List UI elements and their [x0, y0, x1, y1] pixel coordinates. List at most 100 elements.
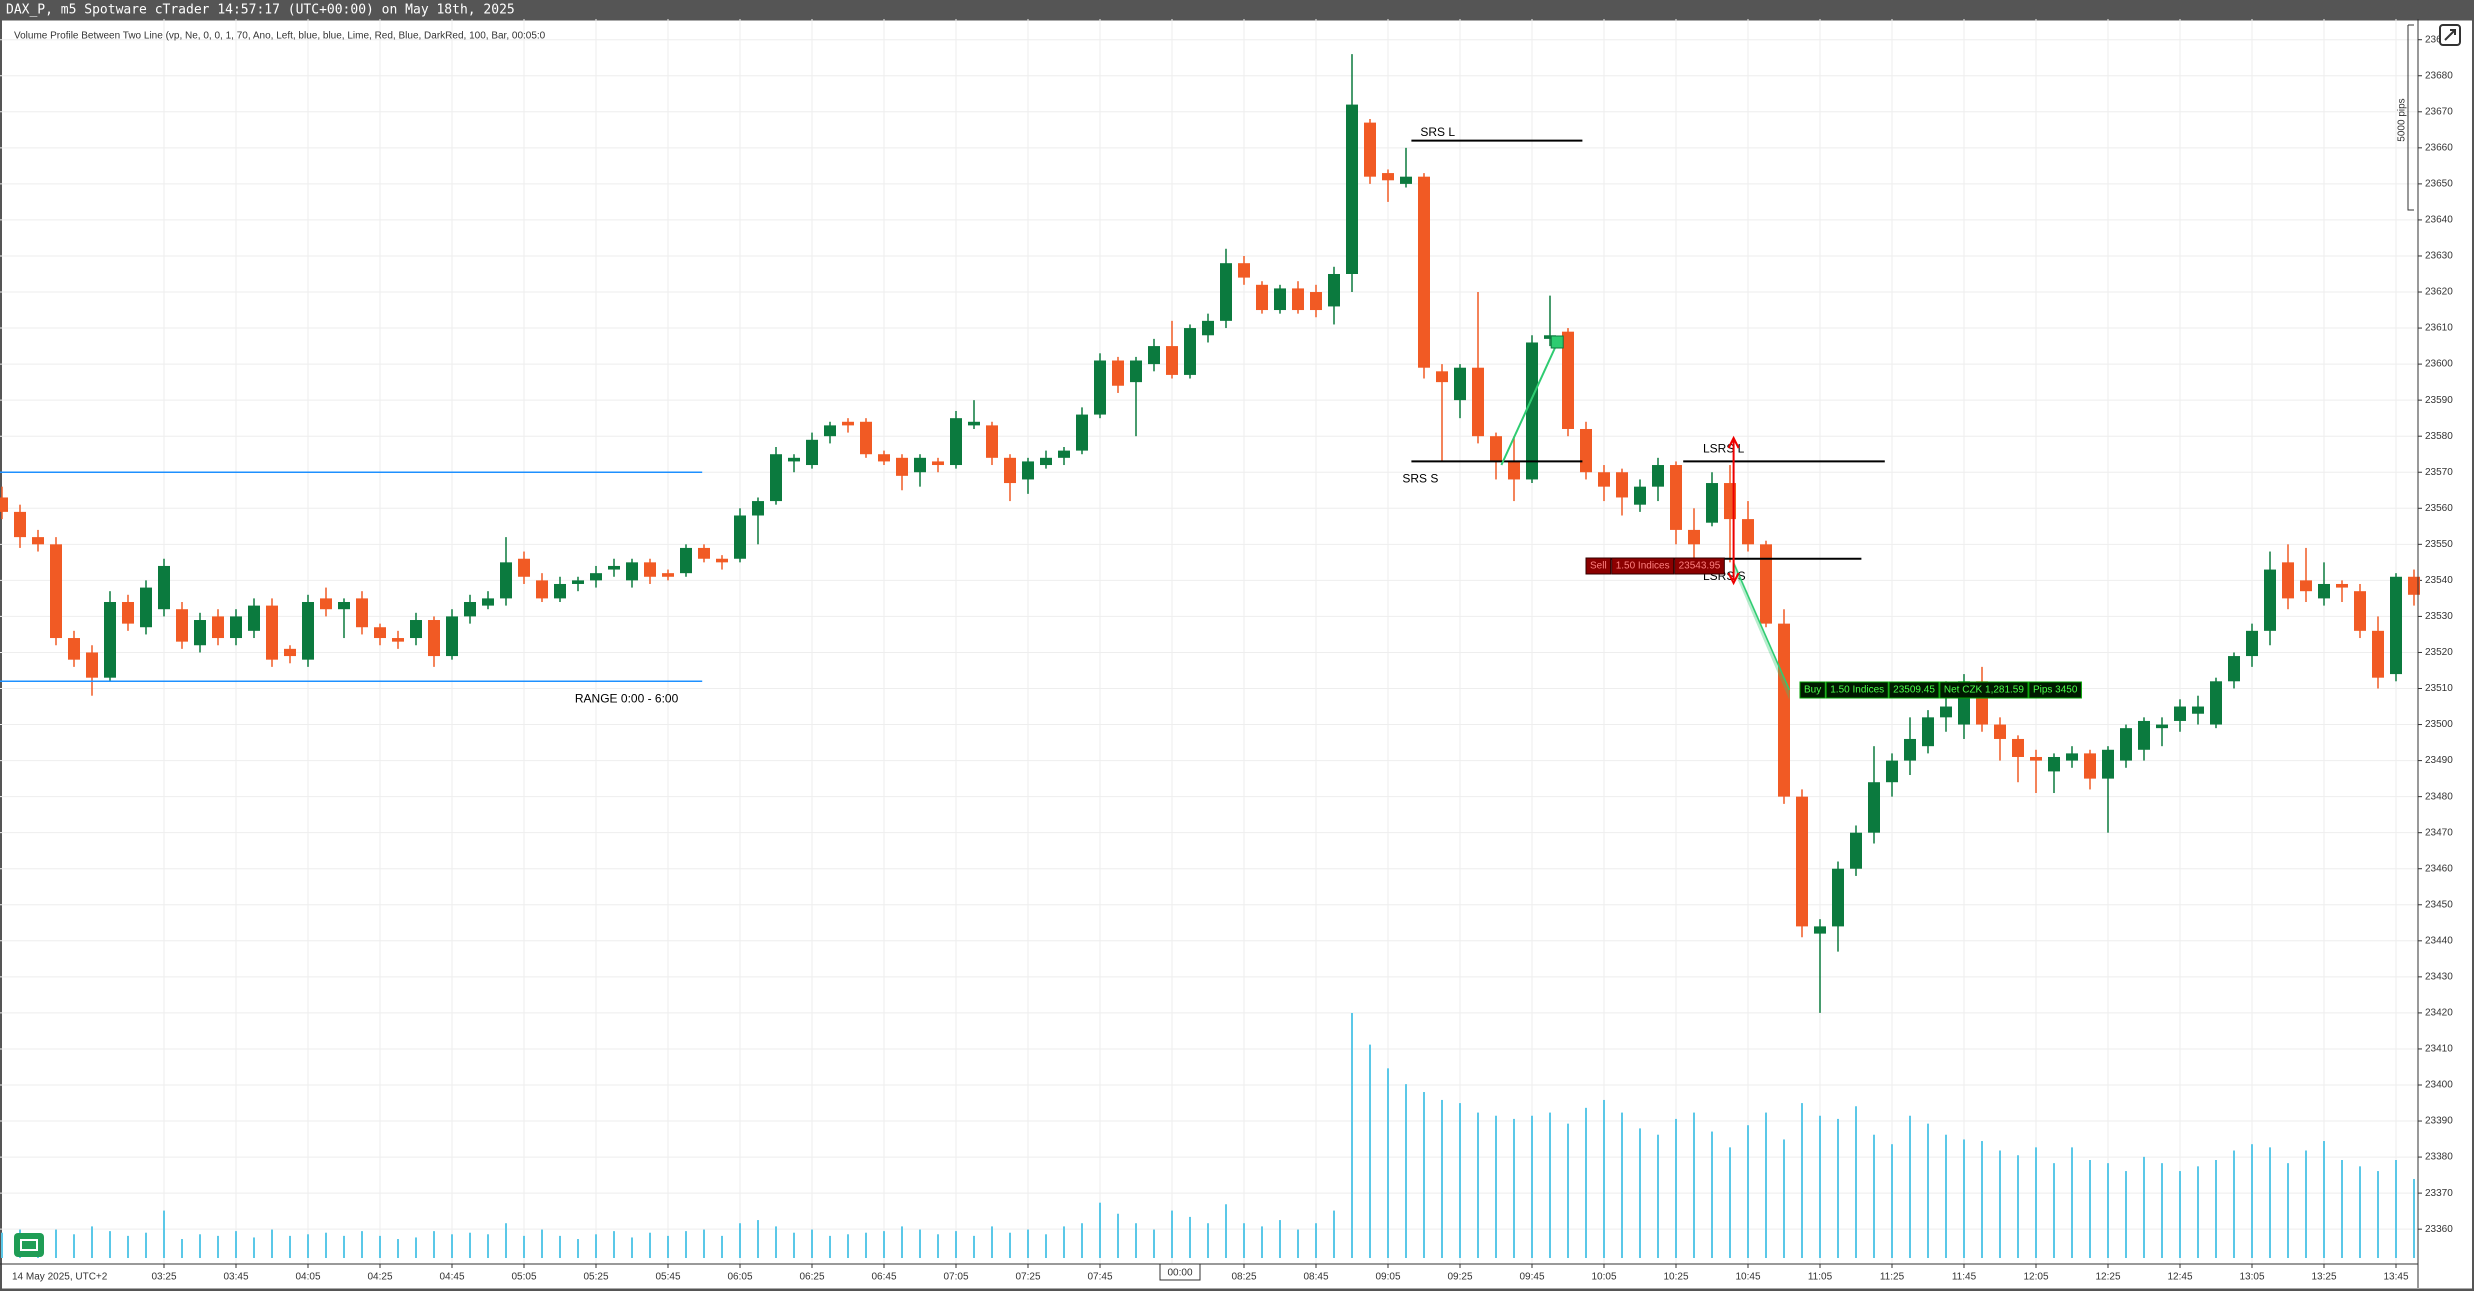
volume-bar — [1603, 1099, 1605, 1258]
level-label: SRS L — [1420, 125, 1455, 139]
volume-bar — [2395, 1160, 2397, 1258]
volume-bar — [1369, 1044, 1371, 1258]
x-tick-label: 12:45 — [2167, 1272, 2192, 1283]
y-tick-label: 23360 — [2425, 1224, 2453, 1235]
title-bar — [0, 0, 2474, 19]
volume-bar — [1783, 1139, 1785, 1258]
volume-bar — [307, 1234, 309, 1258]
candle-body — [158, 565, 170, 610]
candle-body — [2354, 591, 2366, 631]
candle-body — [2030, 756, 2042, 761]
candle-body — [2066, 753, 2078, 761]
x-tick-label: 03:25 — [151, 1272, 176, 1283]
volume-bar — [451, 1234, 453, 1258]
candle-body — [590, 573, 602, 581]
candle-body — [716, 558, 728, 563]
y-tick-label: 23510 — [2425, 683, 2453, 694]
trade-label-box — [1611, 557, 1675, 575]
candle-body — [2336, 583, 2348, 588]
x-tick-label: 07:25 — [1015, 1272, 1040, 1283]
candle-body — [122, 601, 134, 624]
candle-body — [1850, 832, 1862, 869]
volume-bar — [2161, 1163, 2163, 1258]
volume-bar — [2269, 1147, 2271, 1258]
candle-body — [284, 648, 296, 657]
candle-body — [914, 457, 926, 473]
candle-body — [2048, 756, 2060, 772]
y-tick-label: 23520 — [2425, 647, 2453, 658]
candle-body — [770, 454, 782, 502]
y-tick-label: 23550 — [2425, 539, 2453, 550]
candle-body — [1472, 367, 1484, 437]
volume-bar — [2053, 1163, 2055, 1258]
trade-label-box — [1939, 681, 2029, 699]
candle-body — [338, 601, 350, 610]
x-tick-label: 10:45 — [1735, 1272, 1760, 1283]
volume-bar — [757, 1220, 759, 1258]
volume-bar — [1657, 1134, 1659, 1258]
y-tick-label: 23480 — [2425, 791, 2453, 802]
candle-body — [1202, 320, 1214, 336]
x-tick-label: 10:05 — [1591, 1272, 1616, 1283]
candle-body — [2120, 728, 2132, 761]
volume-bar — [127, 1235, 129, 1258]
volume-bar — [1099, 1202, 1101, 1258]
volume-bar — [1801, 1103, 1803, 1258]
trade-label-part: Buy — [1804, 685, 1821, 696]
volume-bar — [1405, 1084, 1407, 1258]
y-tick-label: 23380 — [2425, 1152, 2453, 1163]
volume-bar — [1135, 1223, 1137, 1258]
candle-body — [1652, 465, 1664, 487]
x-tick-label: 09:25 — [1447, 1272, 1472, 1283]
volume-bar — [991, 1226, 993, 1258]
x-tick-label: 06:45 — [871, 1272, 896, 1283]
volume-bar — [721, 1235, 723, 1258]
volume-bar — [1153, 1229, 1155, 1258]
level-label: SRS S — [1402, 472, 1438, 486]
candle-body — [1058, 450, 1070, 458]
candle-body — [1508, 461, 1520, 480]
volume-bar — [1207, 1223, 1209, 1258]
trade-panel-button[interactable] — [14, 1233, 44, 1257]
trade-label-box — [1674, 557, 1725, 575]
candle-body — [1904, 738, 1916, 761]
x-tick-label: 11:45 — [1952, 1272, 1977, 1283]
candle-body — [68, 638, 80, 660]
settings-icon — [2444, 29, 2456, 41]
volume-bar — [1747, 1125, 1749, 1258]
volume-bar — [433, 1231, 435, 1258]
candle-layer — [0, 54, 2420, 1013]
volume-bar — [2413, 1178, 2415, 1258]
candle-body — [1598, 472, 1610, 487]
candle-body — [86, 652, 98, 678]
volume-bar — [829, 1235, 831, 1258]
y-tick-label: 23450 — [2425, 899, 2453, 910]
candle-body — [806, 439, 818, 466]
volume-bar — [2179, 1171, 2181, 1258]
volume-bar — [415, 1237, 417, 1258]
volume-bar — [181, 1239, 183, 1258]
volume-bar — [1585, 1107, 1587, 1258]
candle-body — [2156, 724, 2168, 729]
candle-body — [2084, 753, 2096, 779]
y-tick-label: 23530 — [2425, 611, 2453, 622]
candle-body — [2102, 749, 2114, 779]
level-label: LSRS L — [1703, 442, 1745, 456]
candle-body — [842, 421, 854, 426]
candle-body — [518, 558, 530, 577]
candle-body — [428, 620, 440, 657]
trade-label-part: 23543.95 — [1679, 561, 1721, 572]
volume-bar — [397, 1239, 399, 1258]
x-tick-label: 11:05 — [1808, 1272, 1833, 1283]
volume-bar — [289, 1235, 291, 1258]
volume-bar — [1711, 1131, 1713, 1258]
y-tick-label: 23590 — [2425, 395, 2453, 406]
candle-body — [680, 547, 692, 574]
candle-body — [536, 580, 548, 599]
candle-body — [1148, 346, 1160, 365]
trade-connector — [1500, 342, 1559, 466]
candle-body — [1400, 176, 1412, 184]
volume-bar — [685, 1231, 687, 1258]
candle-body — [1274, 288, 1286, 311]
volume-bar — [2251, 1144, 2253, 1258]
